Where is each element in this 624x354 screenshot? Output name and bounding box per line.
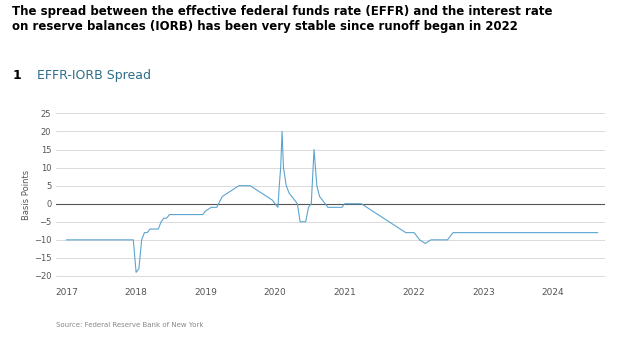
Text: NEW YORK: NEW YORK xyxy=(212,333,275,343)
Y-axis label: Basis Points: Basis Points xyxy=(22,170,31,220)
Text: Source: Federal Reserve Bank of New York: Source: Federal Reserve Bank of New York xyxy=(56,322,203,328)
Text: 1: 1 xyxy=(12,69,21,82)
Text: The spread between the effective federal funds rate (EFFR) and the interest rate: The spread between the effective federal… xyxy=(12,5,553,33)
Text: of: of xyxy=(187,333,197,343)
Text: EFFR-IORB Spread: EFFR-IORB Spread xyxy=(37,69,152,82)
Text: FEDERAL RESERVE BANK: FEDERAL RESERVE BANK xyxy=(25,333,164,343)
